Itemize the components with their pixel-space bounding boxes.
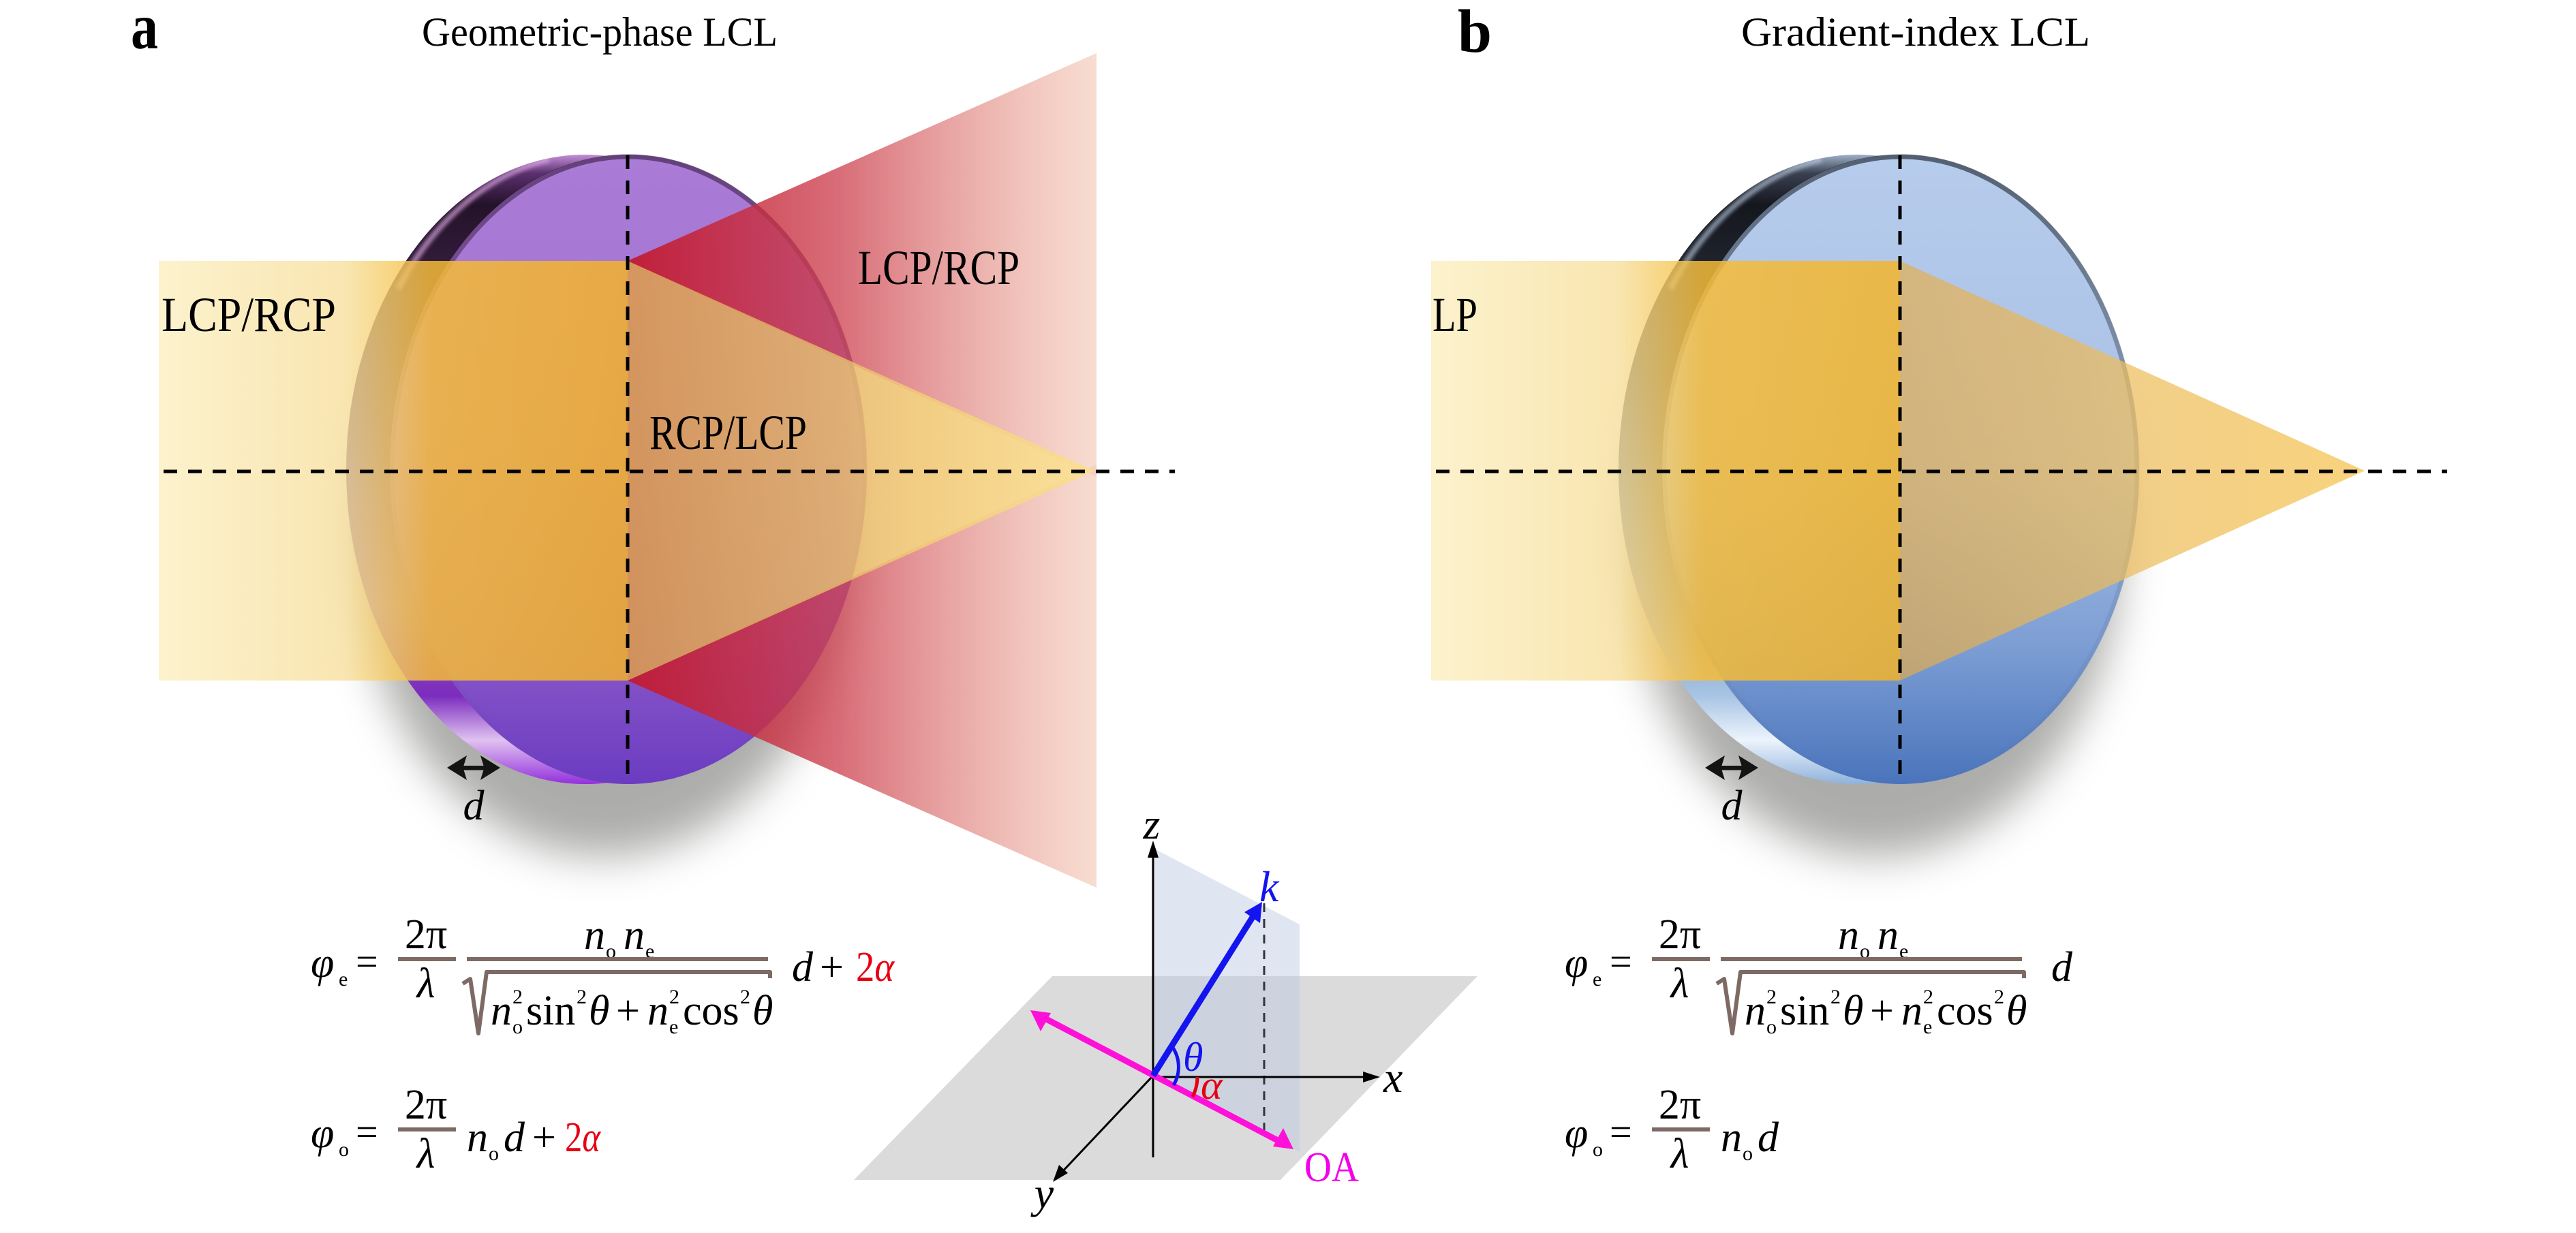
- svg-text:cos: cos: [1937, 988, 1993, 1034]
- svg-text:λ: λ: [1670, 1131, 1689, 1177]
- svg-text:n: n: [1838, 912, 1859, 958]
- svg-text:sin: sin: [526, 988, 575, 1034]
- svg-text:+: +: [1870, 988, 1894, 1034]
- svg-text:o: o: [1860, 940, 1870, 963]
- svg-text:θ: θ: [1183, 1035, 1203, 1080]
- svg-text:=: =: [1610, 939, 1632, 984]
- svg-text:φ: φ: [311, 940, 334, 986]
- svg-text:2: 2: [577, 986, 587, 1008]
- svg-text:d: d: [1721, 783, 1743, 829]
- svg-text:=: =: [356, 1110, 378, 1154]
- svg-text:RCP/LCP: RCP/LCP: [649, 405, 807, 460]
- svg-text:2: 2: [669, 986, 679, 1008]
- svg-text:2α: 2α: [565, 1114, 601, 1161]
- svg-text:λ: λ: [1670, 961, 1689, 1007]
- svg-text:n: n: [1901, 988, 1922, 1034]
- svg-text:o: o: [1593, 1138, 1603, 1161]
- svg-text:λ: λ: [416, 1131, 435, 1177]
- svg-text:2π: 2π: [1659, 911, 1701, 958]
- svg-text:2: 2: [1994, 986, 2004, 1008]
- svg-text:o: o: [489, 1142, 499, 1165]
- svg-text:2: 2: [512, 986, 523, 1008]
- svg-text:o: o: [1766, 1016, 1777, 1038]
- svg-text:cos: cos: [683, 988, 739, 1034]
- svg-text:2: 2: [740, 986, 750, 1008]
- svg-text:e: e: [1899, 940, 1908, 963]
- svg-text:n: n: [1721, 1114, 1742, 1161]
- svg-text:n: n: [467, 1114, 488, 1161]
- svg-text:2: 2: [1830, 986, 1841, 1008]
- svg-text:o: o: [606, 940, 616, 963]
- svg-text:e: e: [339, 968, 348, 990]
- svg-text:e: e: [1923, 1016, 1932, 1038]
- svg-text:y: y: [1030, 1169, 1054, 1217]
- svg-text:n: n: [1877, 912, 1899, 958]
- svg-text:2: 2: [1766, 986, 1777, 1008]
- svg-text:+: +: [820, 944, 844, 990]
- svg-text:d: d: [1758, 1114, 1779, 1161]
- svg-text:+: +: [532, 1114, 556, 1161]
- svg-text:θ: θ: [589, 988, 609, 1034]
- svg-text:n: n: [1745, 988, 1766, 1034]
- svg-text:d: d: [2051, 944, 2073, 990]
- svg-text:n: n: [647, 988, 669, 1034]
- svg-text:n: n: [491, 988, 512, 1034]
- svg-text:φ: φ: [1565, 940, 1588, 986]
- svg-text:b: b: [1458, 0, 1492, 65]
- svg-text:o: o: [1743, 1142, 1753, 1165]
- svg-text:sin: sin: [1780, 988, 1829, 1034]
- svg-text:Geometric-phase LCL: Geometric-phase LCL: [422, 10, 778, 54]
- svg-text:k: k: [1259, 862, 1280, 911]
- svg-text:e: e: [645, 940, 654, 963]
- svg-text:LP: LP: [1432, 287, 1477, 342]
- svg-text:n: n: [584, 912, 605, 958]
- svg-text:θ: θ: [752, 988, 773, 1034]
- svg-text:OA: OA: [1304, 1144, 1359, 1191]
- svg-text:e: e: [1593, 968, 1601, 990]
- svg-text:α: α: [1201, 1063, 1223, 1108]
- svg-text:e: e: [669, 1016, 678, 1038]
- svg-text:d: d: [504, 1114, 525, 1161]
- svg-text:2α: 2α: [856, 944, 895, 990]
- svg-text:x: x: [1383, 1053, 1402, 1102]
- svg-text:d: d: [792, 944, 814, 990]
- svg-text:λ: λ: [416, 961, 435, 1007]
- svg-text:n: n: [624, 912, 645, 958]
- svg-text:LCP/RCP: LCP/RCP: [162, 287, 336, 342]
- svg-text:φ: φ: [1565, 1110, 1588, 1157]
- svg-text:2π: 2π: [405, 911, 447, 958]
- svg-text:θ: θ: [1843, 988, 1863, 1034]
- svg-text:Gradient-index LCL: Gradient-index LCL: [1741, 10, 2090, 54]
- svg-text:2: 2: [1923, 986, 1933, 1008]
- svg-text:o: o: [512, 1016, 523, 1038]
- svg-text:a: a: [131, 0, 158, 63]
- svg-text:=: =: [356, 939, 378, 984]
- svg-text:2π: 2π: [1659, 1082, 1701, 1128]
- svg-text:z: z: [1143, 800, 1161, 848]
- svg-text:θ: θ: [2006, 988, 2027, 1034]
- svg-text:+: +: [616, 988, 640, 1034]
- svg-text:LCP/RCP: LCP/RCP: [858, 240, 1019, 295]
- svg-text:o: o: [339, 1138, 349, 1161]
- svg-text:d: d: [463, 783, 485, 829]
- svg-text:2π: 2π: [405, 1082, 447, 1128]
- svg-text:φ: φ: [311, 1110, 334, 1157]
- svg-text:=: =: [1610, 1110, 1632, 1154]
